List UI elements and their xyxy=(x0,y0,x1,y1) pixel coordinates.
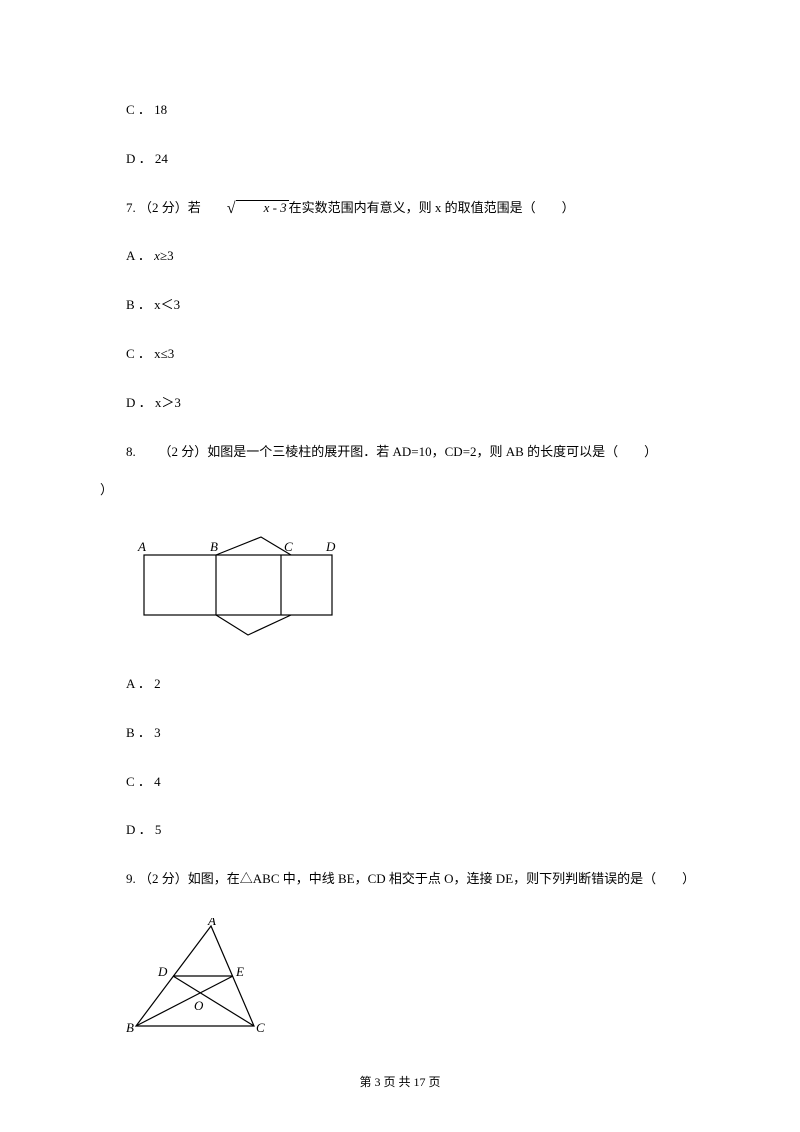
option-text: x＜3 xyxy=(154,297,180,312)
option-value: 4 xyxy=(154,774,161,789)
option-label: A ． xyxy=(126,248,151,263)
q9-figure: A B C D E O xyxy=(126,918,700,1045)
triangle-median-diagram: A B C D E O xyxy=(126,918,276,1038)
label-o: O xyxy=(194,998,204,1013)
option-value: 24 xyxy=(155,151,168,166)
q-points: （2 分） xyxy=(139,200,188,215)
prism-net-diagram: A B C D xyxy=(126,529,351,639)
q-points: （2 分） xyxy=(139,871,188,886)
question-9: 9. （2 分）如图，在△ABC 中，中线 BE，CD 相交于点 O，连接 DE… xyxy=(100,869,700,890)
label-a: A xyxy=(137,539,146,554)
q-number: 7. xyxy=(126,200,139,215)
option-rhs: 3 xyxy=(167,248,174,263)
q7-option-c: C ． x≤3 xyxy=(100,344,700,365)
label-c: C xyxy=(256,1020,265,1035)
q8-option-d: D ． 5 xyxy=(100,820,700,841)
q-prefix: 若 xyxy=(188,200,201,215)
q8-option-a: A ． 2 xyxy=(100,674,700,695)
label-d: D xyxy=(157,964,168,979)
sqrt-expression: √x - 3 xyxy=(201,201,289,217)
option-label: B ． xyxy=(126,725,151,740)
label-b: B xyxy=(126,1020,134,1035)
option-value: 3 xyxy=(154,725,161,740)
question-8: 8. （2 分）如图是一个三棱柱的展开图．若 AD=10，CD=2，则 AB 的… xyxy=(100,442,700,463)
footer-total: 17 xyxy=(414,1075,426,1089)
option-label: A ． xyxy=(126,676,151,691)
q-points: （2 分） xyxy=(165,444,207,459)
q6-option-c: C ． 18 xyxy=(100,100,700,121)
footer-suffix: 页 xyxy=(426,1075,441,1089)
q-text: 如图是一个三棱柱的展开图．若 AD=10，CD=2，则 AB 的长度可以是（ ） xyxy=(207,444,657,459)
footer-mid: 页 共 xyxy=(380,1075,413,1089)
q-number: 8. xyxy=(126,444,165,459)
label-e: E xyxy=(235,964,244,979)
option-label: C ． xyxy=(126,774,151,789)
radical-icon: √ xyxy=(201,201,236,217)
option-label: C ． xyxy=(126,102,151,117)
label-c: C xyxy=(284,539,293,554)
q8-option-b: B ． 3 xyxy=(100,723,700,744)
option-value: 5 xyxy=(155,822,162,837)
label-a: A xyxy=(207,918,216,928)
label-b: B xyxy=(210,539,218,554)
q8-option-c: C ． 4 xyxy=(100,772,700,793)
option-label: D ． xyxy=(126,395,152,410)
question-7: 7. （2 分）若√x - 3在实数范围内有意义，则 x 的取值范围是（ ） xyxy=(100,198,700,219)
q-number: 9. xyxy=(126,871,139,886)
q6-option-d: D ． 24 xyxy=(100,149,700,170)
label-d: D xyxy=(325,539,336,554)
option-text: x＞3 xyxy=(155,395,181,410)
page-content: C ． 18 D ． 24 7. （2 分）若√x - 3在实数范围内有意义，则… xyxy=(0,0,800,1045)
option-label: D ． xyxy=(126,822,152,837)
option-label: D ． xyxy=(126,151,152,166)
q-suffix: 在实数范围内有意义，则 x 的取值范围是（ ） xyxy=(289,200,575,215)
q7-option-b: B ． x＜3 xyxy=(100,295,700,316)
q-text: 如图，在△ABC 中，中线 BE，CD 相交于点 O，连接 DE，则下列判断错误… xyxy=(188,871,695,886)
q8-closing-paren-line: ） xyxy=(100,480,700,501)
option-label: C ． xyxy=(126,346,151,361)
option-value: 2 xyxy=(154,676,161,691)
option-text: x≤3 xyxy=(154,346,174,361)
option-value: 18 xyxy=(154,102,167,117)
q7-option-a: A ． x≥3 xyxy=(100,246,700,267)
q8-figure: A B C D xyxy=(126,529,700,646)
footer-prefix: 第 xyxy=(359,1075,374,1089)
sqrt-body: x - 3 xyxy=(236,200,289,215)
q7-option-d: D ． x＞3 xyxy=(100,393,700,414)
page-footer: 第 3 页 共 17 页 xyxy=(0,1073,800,1090)
option-label: B ． xyxy=(126,297,151,312)
